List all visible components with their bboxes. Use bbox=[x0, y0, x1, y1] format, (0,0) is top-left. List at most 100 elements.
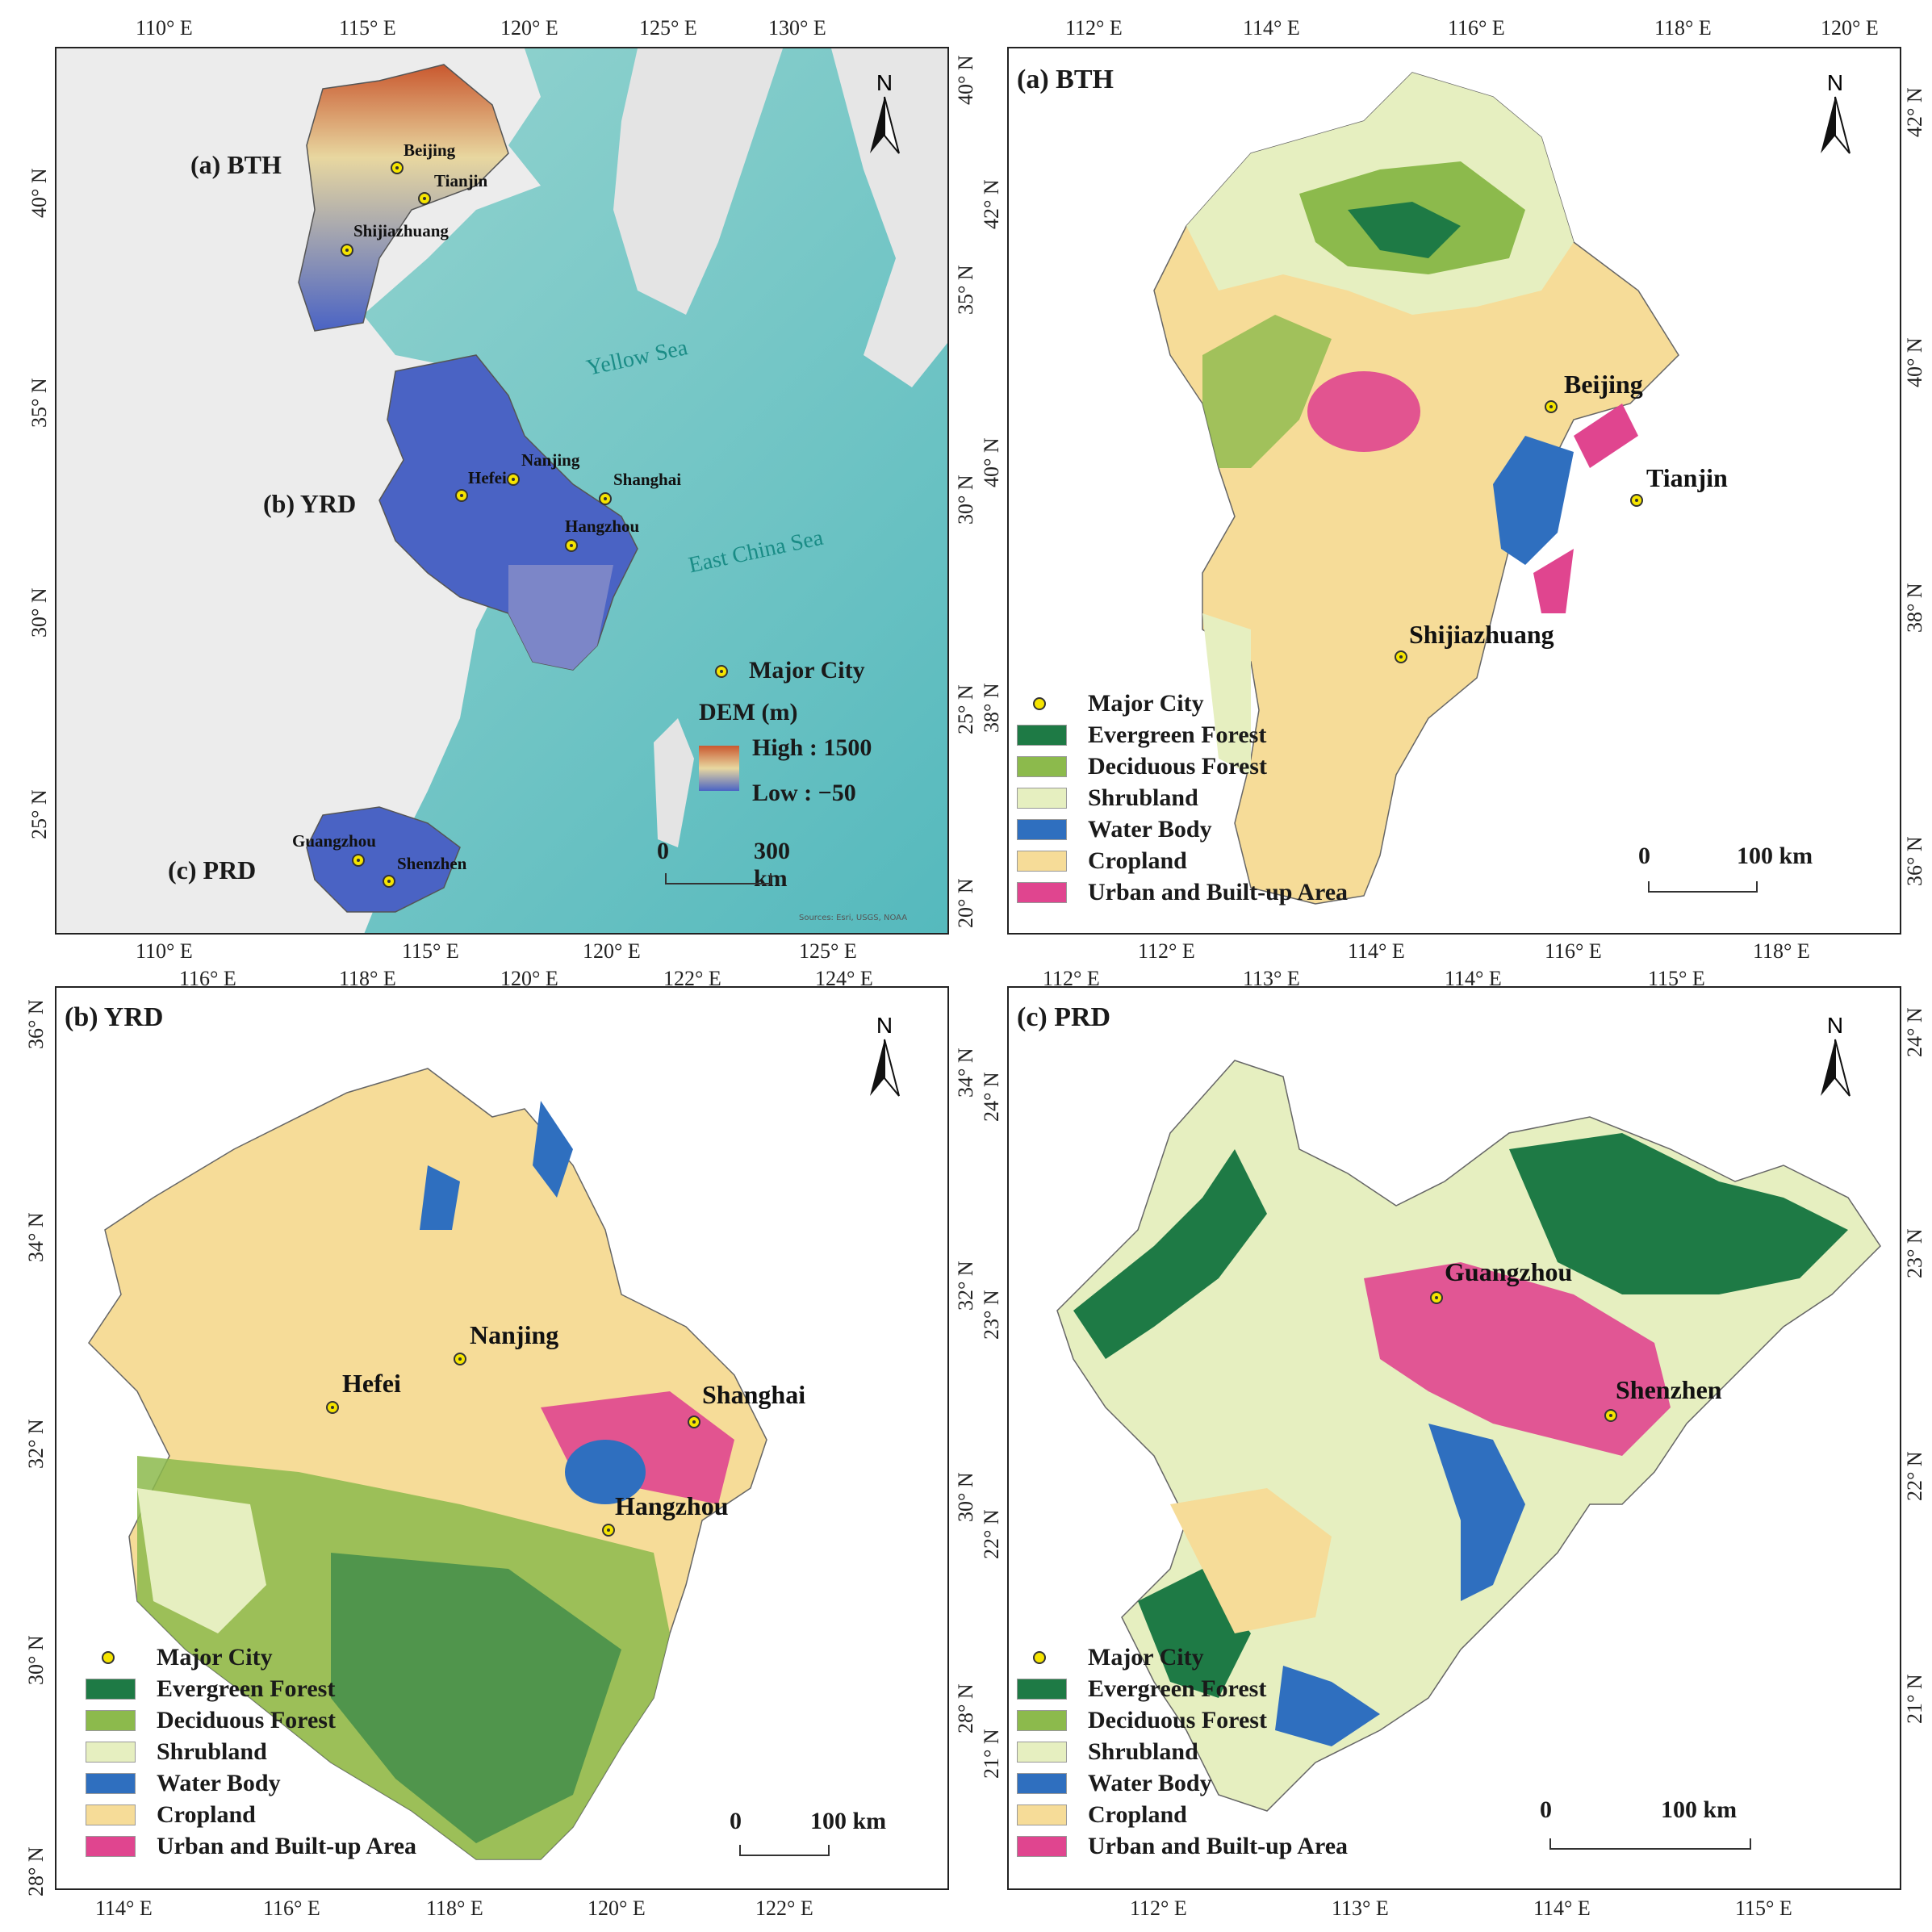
prd-bottom-tick: 114° E bbox=[1533, 1896, 1591, 1920]
city-marker-hangzhou bbox=[565, 539, 578, 552]
overview-left-tick: 40° N bbox=[27, 168, 51, 218]
legend-row-urban: Urban and Built-up Area bbox=[1017, 1830, 1348, 1862]
city-label-shanghai: Shanghai bbox=[613, 470, 682, 489]
svg-text:N: N bbox=[1827, 70, 1843, 95]
legend-row-deciduous: Deciduous Forest bbox=[1017, 1704, 1348, 1736]
bth-top-tick: 116° E bbox=[1448, 16, 1505, 40]
city-marker-nanjing bbox=[507, 473, 520, 486]
city-label-shenzhen: Shenzhen bbox=[1616, 1375, 1722, 1404]
yrd-bottom-tick: 116° E bbox=[263, 1896, 320, 1920]
city-marker-beijing bbox=[1545, 400, 1558, 413]
overview-right-tick: 20° N bbox=[954, 878, 977, 928]
bth-right-tick: 38° N bbox=[1903, 583, 1926, 633]
legend-row-city: Major City bbox=[86, 1641, 416, 1673]
prd-right-tick: 23° N bbox=[1903, 1228, 1926, 1278]
bth-left-tick: 38° N bbox=[980, 683, 1003, 733]
legend-row-evergreen: Evergreen Forest bbox=[86, 1673, 416, 1704]
svg-text:N: N bbox=[876, 1013, 893, 1038]
yrd-left-tick: 36° N bbox=[24, 999, 48, 1049]
prd-scale-end: 100 km bbox=[1661, 1796, 1738, 1823]
city-marker-shanghai bbox=[688, 1416, 700, 1428]
yrd-left-tick: 32° N bbox=[24, 1419, 48, 1469]
prd-right-tick: 22° N bbox=[1903, 1451, 1926, 1501]
overview-scalebar: 0 300 km bbox=[657, 838, 802, 902]
yrd-left-tick: 30° N bbox=[24, 1635, 48, 1685]
legend-row-water: Water Body bbox=[1017, 813, 1348, 845]
yrd-map-frame bbox=[55, 986, 949, 1890]
legend-row-city: Major City bbox=[1017, 688, 1348, 719]
yrd-scalebar: 0 100 km bbox=[730, 1808, 907, 1872]
overview-bottom-tick: 120° E bbox=[583, 939, 641, 963]
prd-top-tick: 113° E bbox=[1243, 967, 1300, 990]
prd-legend: Major City Evergreen Forest Deciduous Fo… bbox=[1017, 1641, 1348, 1862]
overview-credit: Sources: Esri, USGS, NOAA bbox=[799, 914, 908, 922]
overview-left-tick: 35° N bbox=[27, 378, 51, 428]
bth-title: (a) BTH bbox=[1017, 65, 1114, 94]
legend-row-evergreen: Evergreen Forest bbox=[1017, 719, 1348, 751]
prd-panel: (c) PRD 112° E 113° E 114° E 115° E 112°… bbox=[980, 952, 1932, 1932]
bth-bottom-tick: 116° E bbox=[1545, 939, 1602, 963]
bth-bottom-tick: 118° E bbox=[1753, 939, 1810, 963]
region-label-bth: (a) BTH bbox=[190, 150, 282, 179]
prd-bottom-tick: 113° E bbox=[1332, 1896, 1389, 1920]
legend-row-water: Water Body bbox=[86, 1767, 416, 1799]
north-arrow-icon: N bbox=[870, 70, 900, 154]
bth-right-tick: 36° N bbox=[1903, 836, 1926, 886]
overview-top-tick: 120° E bbox=[500, 16, 558, 40]
overview-right-tick: 40° N bbox=[954, 55, 977, 105]
prd-left-tick: 22° N bbox=[980, 1509, 1003, 1559]
legend-row-cropland: Cropland bbox=[1017, 1799, 1348, 1830]
city-marker-shenzhen bbox=[383, 875, 395, 888]
city-label-nanjing: Nanjing bbox=[470, 1320, 559, 1349]
north-arrow-icon: N bbox=[1821, 70, 1850, 154]
bth-left-tick: 40° N bbox=[980, 437, 1003, 487]
yrd-top-tick: 116° E bbox=[179, 967, 236, 990]
city-marker-shenzhen bbox=[1604, 1409, 1617, 1422]
overview-scale-zero: 0 bbox=[657, 838, 669, 864]
legend-row-shrubland: Shrubland bbox=[1017, 782, 1348, 813]
yrd-bottom-tick: 114° E bbox=[95, 1896, 153, 1920]
yrd-right-tick: 30° N bbox=[954, 1472, 977, 1522]
city-label-guangzhou: Guangzhou bbox=[1445, 1257, 1573, 1286]
city-label-shanghai: Shanghai bbox=[702, 1380, 806, 1409]
bth-bottom-tick: 114° E bbox=[1348, 939, 1405, 963]
prd-top-tick: 114° E bbox=[1445, 967, 1502, 990]
city-label-hangzhou: Hangzhou bbox=[565, 516, 640, 536]
city-label-beijing: Beijing bbox=[1564, 370, 1643, 399]
city-label-hefei: Hefei bbox=[468, 468, 507, 487]
yrd-right-tick: 34° N bbox=[954, 1048, 977, 1098]
city-label-shenzhen: Shenzhen bbox=[397, 854, 467, 873]
yrd-top-tick: 122° E bbox=[663, 967, 721, 990]
legend-row-city: Major City bbox=[1017, 1641, 1348, 1673]
city-label-hangzhou: Hangzhou bbox=[615, 1491, 729, 1520]
yrd-title: (b) YRD bbox=[65, 1002, 164, 1032]
overview-legend-dem-title: DEM (m) bbox=[699, 699, 798, 726]
bth-scalebar: 0 100 km bbox=[1638, 843, 1816, 907]
legend-row-deciduous: Deciduous Forest bbox=[86, 1704, 416, 1736]
yrd-bottom-tick: 122° E bbox=[755, 1896, 813, 1920]
overview-legend-dem-low: Low : −50 bbox=[752, 780, 856, 806]
bth-top-tick: 114° E bbox=[1243, 16, 1300, 40]
yrd-left-tick: 34° N bbox=[24, 1212, 48, 1262]
city-label-shijiazhuang: Shijiazhuang bbox=[1409, 620, 1554, 649]
svg-text:N: N bbox=[1827, 1013, 1843, 1038]
overview-top-tick: 115° E bbox=[339, 16, 396, 40]
north-arrow-icon: N bbox=[1821, 1013, 1850, 1097]
bth-top-tick: 120° E bbox=[1821, 16, 1879, 40]
city-label-guangzhou: Guangzhou bbox=[292, 831, 376, 851]
city-marker-hangzhou bbox=[602, 1524, 615, 1537]
prd-top-tick: 115° E bbox=[1648, 967, 1705, 990]
prd-left-tick: 21° N bbox=[980, 1729, 1003, 1779]
bth-legend: Major City Evergreen Forest Deciduous Fo… bbox=[1017, 688, 1348, 908]
city-marker-guangzhou bbox=[1430, 1291, 1443, 1304]
region-label-prd: (c) PRD bbox=[168, 855, 257, 884]
city-label-hefei: Hefei bbox=[342, 1369, 401, 1398]
legend-row-evergreen: Evergreen Forest bbox=[1017, 1673, 1348, 1704]
yrd-legend: Major City Evergreen Forest Deciduous Fo… bbox=[86, 1641, 416, 1862]
yrd-right-tick: 32° N bbox=[954, 1261, 977, 1311]
bth-left-tick: 42° N bbox=[980, 179, 1003, 229]
overview-right-tick: 30° N bbox=[954, 475, 977, 525]
region-label-yrd: (b) YRD bbox=[263, 489, 357, 518]
bth-scale-end: 100 km bbox=[1737, 843, 1813, 869]
city-marker-beijing bbox=[391, 161, 404, 174]
